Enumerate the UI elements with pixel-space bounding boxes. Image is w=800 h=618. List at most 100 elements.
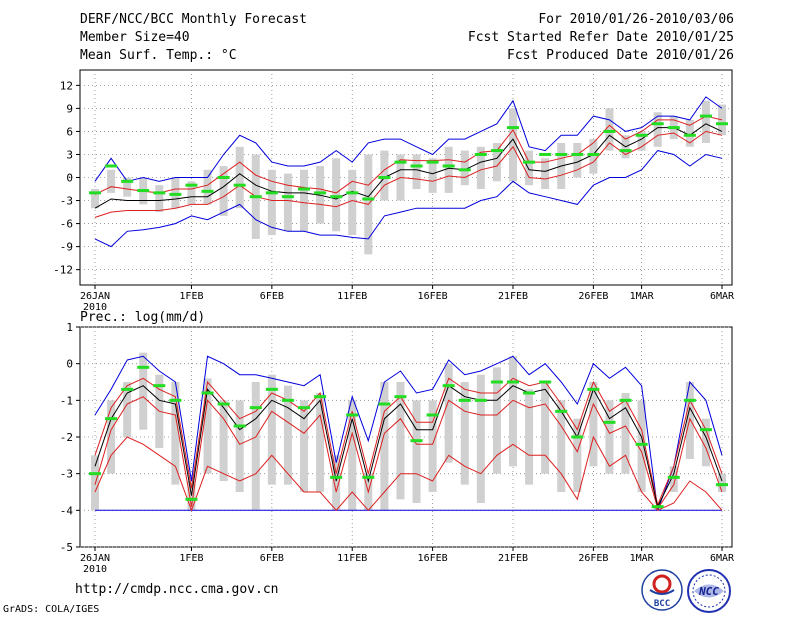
- prec-ensemble-box: [332, 455, 341, 511]
- temp-observed-marker: [153, 191, 166, 195]
- temp-ensemble-box: [171, 177, 180, 209]
- prec-x-tick-label: 26FEB: [578, 553, 608, 564]
- prec-observed-marker: [137, 365, 150, 369]
- prec-observed-marker: [217, 402, 230, 406]
- temp-ensemble-box: [476, 146, 485, 190]
- temp-ensemble-box: [91, 189, 99, 209]
- prec-ensemble-box: [348, 400, 357, 511]
- prec-x-tick-label: 11FEB: [337, 553, 367, 564]
- prec-upper-spread-line: [94, 377, 723, 507]
- prec-observed-marker: [426, 413, 439, 417]
- temp-observed-marker: [716, 122, 728, 126]
- prec-observed-marker: [667, 475, 680, 479]
- temp-ensemble-box: [444, 146, 453, 193]
- prec-ensemble-box: [509, 356, 517, 467]
- temp-ensemble-box: [605, 108, 614, 151]
- prec-observed-marker: [233, 424, 246, 428]
- temp-ensemble-box: [460, 150, 469, 186]
- temp-y-tick-label: 9: [66, 102, 73, 115]
- temp-x-tick-label: 21FEB: [498, 291, 528, 302]
- temp-max-line: [94, 96, 723, 182]
- prec-y-tick-label: -5: [60, 541, 73, 554]
- prec-ensemble-box: [428, 400, 437, 492]
- prec-observed-marker: [716, 483, 728, 487]
- prec-ensemble-box: [396, 382, 405, 500]
- prec-ensemble-box: [525, 389, 534, 485]
- temp-ensemble-box: [637, 131, 646, 151]
- prec-x-tick-label: 21FEB: [498, 553, 528, 564]
- temp-observed-marker: [169, 192, 182, 196]
- temp-ensemble-box: [701, 100, 710, 143]
- prec-ensemble-box: [316, 393, 325, 492]
- prec-x-tick-label: 26JAN: [80, 553, 110, 564]
- temp-observed-marker: [507, 126, 519, 130]
- prec-ensemble-box: [637, 400, 646, 492]
- prec-ensemble-box: [444, 363, 453, 463]
- variable-label: Mean Surf. Temp.: °C: [80, 48, 237, 63]
- prec-ensemble-box: [107, 400, 116, 474]
- temp-x-tick-label: 1FEB: [179, 291, 203, 302]
- prec-ensemble-box: [171, 382, 180, 485]
- prec-observed-marker: [523, 391, 536, 395]
- prec-y-tick-label: -3: [60, 468, 73, 481]
- temp-observed-marker: [683, 133, 696, 137]
- temp-observed-marker: [442, 164, 455, 168]
- prec-max-line: [94, 355, 723, 511]
- temp-ensemble-box: [412, 154, 421, 190]
- temp-observed-marker: [667, 126, 680, 130]
- temp-observed-marker: [233, 183, 246, 187]
- prec-x-tick-year: 2010: [83, 564, 107, 575]
- temp-ensemble-box: [541, 158, 550, 190]
- prec-ensemble-box: [573, 418, 582, 492]
- temp-y-tick-label: -12: [53, 264, 73, 277]
- temp-ensemble-box: [573, 142, 582, 178]
- member-size-label: Member Size=40: [80, 30, 190, 45]
- prec-y-tick-label: -1: [60, 394, 73, 407]
- prec-observed-marker: [362, 475, 375, 479]
- temp-observed-marker: [539, 152, 552, 156]
- prec-ensemble-box: [203, 378, 212, 474]
- temp-x-tick-label: 6MAR: [710, 291, 735, 302]
- prec-ensemble-box: [251, 382, 260, 511]
- temp-ensemble-box: [332, 158, 341, 232]
- prec-observed-marker: [603, 420, 616, 424]
- temp-upper-spread-line: [94, 115, 723, 195]
- temp-ensemble-box: [235, 146, 244, 209]
- prec-observed-marker: [571, 435, 584, 439]
- bcc-logo-icon: BCC: [641, 569, 683, 611]
- prec-ensemble-box: [123, 382, 132, 437]
- temp-observed-marker: [474, 152, 487, 156]
- temp-ensemble-box: [492, 142, 501, 182]
- temp-y-tick-label: 3: [66, 148, 73, 161]
- temp-x-tick-label: 1MAR: [630, 291, 655, 302]
- prec-observed-marker: [490, 380, 503, 384]
- prec-observed-marker: [169, 398, 182, 402]
- prec-ensemble-box: [589, 382, 598, 467]
- temp-x-tick-label: 6FEB: [260, 291, 284, 302]
- temp-observed-marker: [137, 189, 150, 193]
- prec-observed-marker: [153, 384, 166, 388]
- prec-observed-marker: [458, 398, 471, 402]
- prec-x-tick-label: 1MAR: [630, 553, 655, 564]
- temp-observed-marker: [217, 176, 230, 179]
- temp-y-tick-label: -9: [60, 241, 73, 254]
- prec-x-tick-label: 6MAR: [710, 553, 735, 564]
- prec-observed-marker: [314, 395, 327, 399]
- forecast-period: For 2010/01/26-2010/03/06: [538, 12, 734, 27]
- grads-credit: GrADS: COLA/IGES: [3, 604, 100, 615]
- prec-observed-marker: [699, 428, 712, 432]
- temp-ensemble-box: [509, 108, 517, 182]
- prec-observed-marker: [507, 380, 519, 384]
- temp-ensemble-box: [123, 177, 132, 197]
- prec-observed-marker: [474, 398, 487, 402]
- prec-observed-marker: [442, 384, 455, 388]
- temp-ensemble-box: [107, 169, 116, 193]
- temp-ensemble-box: [348, 169, 357, 236]
- temp-x-tick-label: 26JAN: [80, 291, 110, 302]
- temp-ensemble-box: [300, 169, 308, 232]
- prec-panel-title: Prec.: log(mm/d): [80, 310, 205, 325]
- temp-observed-marker: [394, 160, 407, 164]
- bcc-logo-text: BCC: [654, 599, 670, 609]
- prec-lower-spread-line: [94, 396, 723, 510]
- temp-observed-marker: [523, 160, 536, 164]
